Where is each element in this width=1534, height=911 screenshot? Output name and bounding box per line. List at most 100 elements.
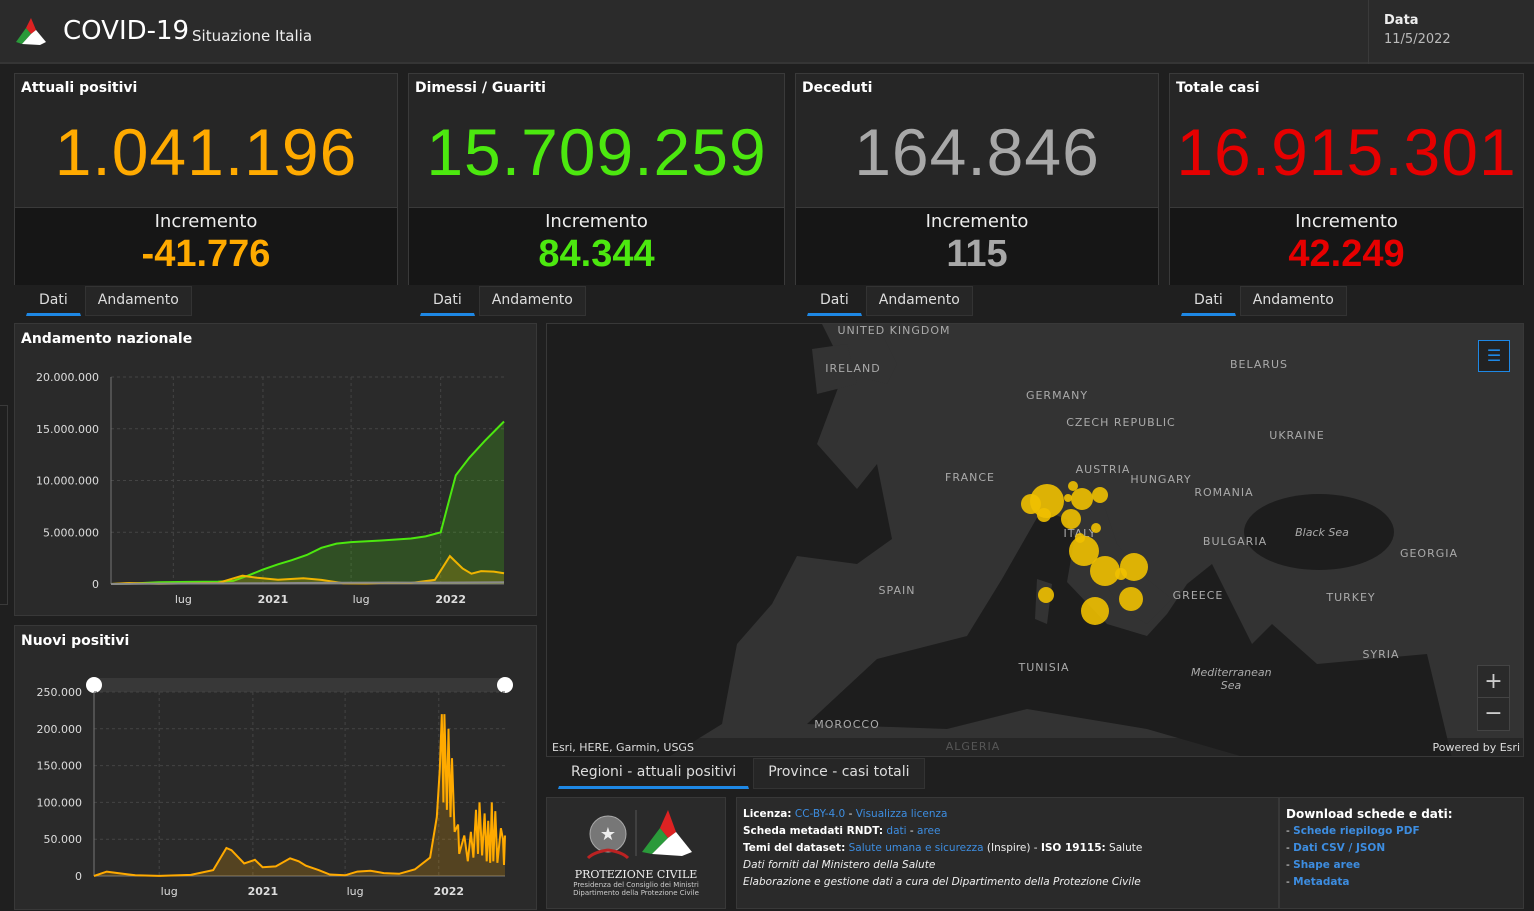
region-bubble[interactable] [1061, 509, 1081, 529]
region-bubble[interactable] [1068, 481, 1078, 491]
temi-link[interactable]: Salute umana e sicurezza [849, 842, 984, 854]
tab-dati[interactable]: Dati [1181, 286, 1236, 316]
info-line4: Dati forniti dal Ministero della Salute [743, 857, 1272, 874]
range-slider-track[interactable] [94, 678, 505, 692]
rndt-label: Scheda metadati RNDT: [743, 825, 883, 837]
iso-value: Salute [1106, 842, 1143, 854]
tab-dati[interactable]: Dati [26, 286, 81, 316]
download-link[interactable]: Dati CSV / JSON [1293, 842, 1385, 854]
date-box: Data 11/5/2022 [1368, 0, 1534, 64]
increment-label: Incremento [796, 208, 1158, 232]
increment-value: 84.344 [409, 232, 784, 276]
x-tick-label: 2022 [435, 593, 466, 606]
sep: - [845, 808, 855, 820]
licenza-label: Licenza: [743, 808, 792, 820]
download-title: Download schede e dati: [1286, 806, 1517, 823]
card-tabs: Dati Andamento [420, 286, 586, 316]
info-panel: Licenza: CC-BY-4.0 - Visualizza licenza … [736, 797, 1279, 909]
zoom-out-button[interactable]: − [1478, 698, 1509, 730]
region-bubble[interactable] [1092, 487, 1108, 503]
card-label: Deceduti [802, 80, 872, 96]
increment-value: 42.249 [1170, 232, 1523, 276]
y-tick-label: 0 [75, 870, 82, 883]
temi-rest: (Inspire) - [984, 842, 1041, 854]
tab-dati[interactable]: Dati [420, 286, 475, 316]
date-value: 11/5/2022 [1384, 32, 1534, 47]
download-link[interactable]: Shape aree [1293, 859, 1360, 871]
tab-regioni[interactable]: Regioni - attuali positivi [558, 758, 749, 789]
zoom-controls: + − [1477, 665, 1510, 731]
y-tick-label: 200.000 [37, 723, 83, 736]
x-tick-label: 2021 [248, 885, 279, 898]
org-name: PROTEZIONE CIVILE [547, 868, 725, 881]
y-tick-label: 5.000.000 [43, 526, 99, 539]
x-tick-label: lug [347, 885, 364, 898]
card-label: Totale casi [1176, 80, 1260, 96]
increment-label: Incremento [1170, 208, 1523, 232]
region-bubble[interactable] [1038, 587, 1054, 603]
increment-label: Incremento [15, 208, 397, 232]
region-bubble[interactable] [1071, 488, 1093, 510]
tab-province[interactable]: Province - casi totali [753, 758, 924, 789]
org-line1: Presidenza del Consiglio dei Ministri [547, 881, 725, 889]
region-bubble[interactable] [1115, 568, 1127, 580]
app-title: COVID-19 [63, 16, 189, 46]
info-line5: Elaborazione e gestione dati a cura del … [743, 874, 1272, 891]
region-bubble[interactable] [1081, 597, 1109, 625]
y-tick-label: 100.000 [37, 796, 83, 809]
tab-andamento[interactable]: Andamento [866, 286, 973, 316]
y-tick-label: 0 [92, 578, 99, 591]
region-bubble[interactable] [1091, 523, 1101, 533]
download-link[interactable]: Schede riepilogo PDF [1293, 825, 1419, 837]
andamento-nazionale-chart[interactable]: 20.000.00015.000.00010.000.0005.000.0000… [15, 324, 538, 617]
side-collapse-handle[interactable] [0, 405, 8, 605]
visualizza-licenza-link[interactable]: Visualizza licenza [856, 808, 948, 820]
attribution-text: Esri, HERE, Garmin, USGS [552, 741, 694, 754]
y-tick-label: 20.000.000 [36, 371, 99, 384]
logo-panel: ★ PROTEZIONE CIVILE Presidenza del Consi… [546, 797, 726, 909]
rndt-dati-link[interactable]: dati [886, 825, 906, 837]
rndt-aree-link[interactable]: aree [917, 825, 940, 837]
header: COVID-19 Situazione Italia Data 11/5/202… [0, 0, 1534, 64]
svg-text:★: ★ [600, 824, 616, 845]
date-label: Data [1384, 13, 1534, 28]
iso-label: ISO 19115: [1041, 842, 1106, 854]
legend-list-icon[interactable]: ☰ [1478, 340, 1510, 372]
tab-andamento[interactable]: Andamento [85, 286, 192, 316]
tab-dati[interactable]: Dati [807, 286, 862, 316]
x-tick-label: lug [175, 593, 192, 606]
powered-by-esri[interactable]: Powered by Esri [1432, 741, 1520, 754]
protezione-civile-logo [14, 16, 48, 48]
zoom-in-button[interactable]: + [1478, 666, 1509, 698]
region-bubble[interactable] [1075, 533, 1085, 543]
bubble-layer [547, 324, 1524, 757]
increment-value: 115 [796, 232, 1158, 276]
region-bubble[interactable] [1021, 494, 1041, 514]
tab-andamento[interactable]: Andamento [1240, 286, 1347, 316]
region-bubble[interactable] [1090, 556, 1120, 586]
download-link[interactable]: Metadata [1293, 876, 1349, 888]
y-tick-label: 50.000 [44, 833, 83, 846]
licenza-link[interactable]: CC-BY-4.0 [795, 808, 845, 820]
card-totale-casi: Totale casi 16.915.301 Incremento 42.249 [1169, 73, 1524, 285]
y-tick-label: 10.000.000 [36, 475, 99, 488]
series-area [111, 422, 504, 585]
range-handle-end[interactable] [497, 677, 513, 693]
region-bubble[interactable] [1037, 508, 1051, 522]
card-tabs: Dati Andamento [807, 286, 973, 316]
attribution-bar: Esri, HERE, Garmin, USGS Powered by Esri [547, 738, 1524, 757]
region-bubble[interactable] [1119, 587, 1143, 611]
region-bubble[interactable] [1064, 494, 1072, 502]
tab-andamento[interactable]: Andamento [479, 286, 586, 316]
card-tabs: Dati Andamento [26, 286, 192, 316]
x-tick-label: lug [353, 593, 370, 606]
y-tick-label: 250.000 [37, 686, 83, 699]
card-value: 164.846 [796, 114, 1158, 190]
range-handle-start[interactable] [86, 677, 102, 693]
card-deceduti: Deceduti 164.846 Incremento 115 [795, 73, 1159, 285]
increment-label: Incremento [409, 208, 784, 232]
